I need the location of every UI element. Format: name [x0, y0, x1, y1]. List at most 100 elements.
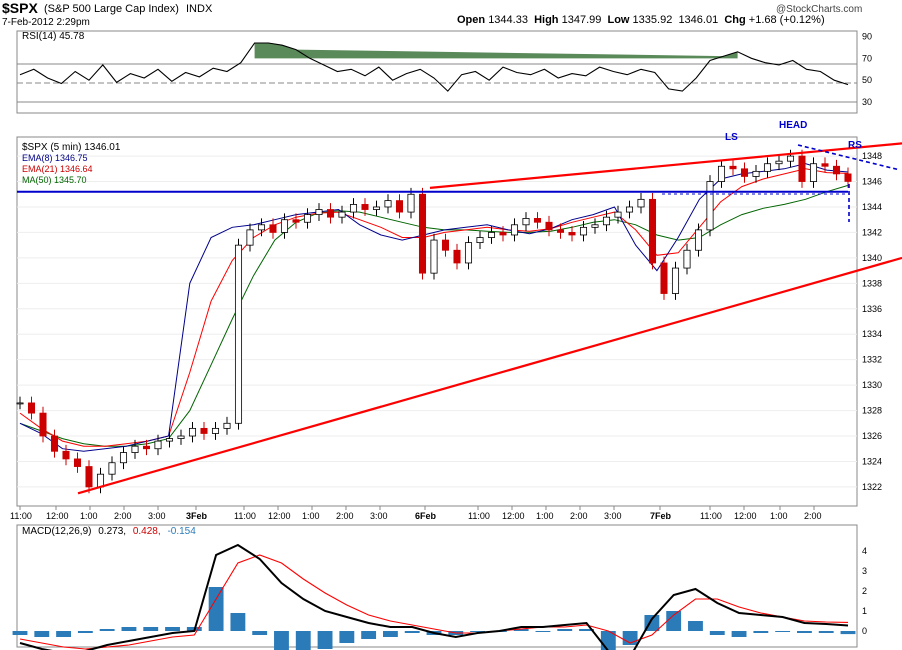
time-tick: 12:00 — [502, 511, 525, 521]
rsi-axis: 30 50 70 90 — [862, 31, 872, 107]
candle-body — [349, 204, 358, 213]
rsi-tick: 50 — [862, 75, 872, 85]
rsi-frame — [16, 30, 858, 114]
macd-hist-bar — [382, 631, 398, 637]
candle-body — [131, 445, 139, 453]
macd-hist-bar — [339, 631, 355, 643]
candle-body — [269, 224, 277, 233]
candle-body — [729, 165, 737, 170]
macd-hist-bar — [796, 631, 812, 633]
candle-body — [96, 473, 105, 488]
candle-body — [395, 200, 404, 213]
candle-body — [188, 427, 197, 437]
macd-axis: 0 1 2 3 4 — [862, 546, 867, 636]
time-tick: 2:00 — [336, 511, 354, 521]
open-label: Open — [457, 14, 486, 26]
macd-histogram — [12, 587, 856, 650]
candle-body — [85, 466, 93, 488]
time-tick: 2:00 — [570, 511, 588, 521]
macd-tick: 1 — [862, 606, 867, 616]
candle-body — [706, 181, 714, 231]
candle-body — [694, 229, 703, 251]
exchange-label: INDX — [186, 3, 213, 15]
candle-body — [648, 198, 657, 264]
annotation-rs: RS — [848, 140, 862, 151]
macd-hist-bar — [709, 631, 725, 635]
macd-hist-bar — [77, 631, 93, 633]
macd-hist-bar — [840, 631, 856, 635]
macd-hist-bar — [34, 631, 50, 637]
price-tick: 1326 — [862, 431, 882, 441]
time-tick: 2:00 — [114, 511, 132, 521]
macd-hist-bar — [56, 631, 72, 637]
rsi-panel: RSI(14) 45.78 30 50 70 90 — [16, 30, 872, 114]
time-axis: 11:00 12:00 1:00 2:00 3:00 3Feb 11:00 12:00 1:00… — [10, 506, 822, 521]
candle-body — [154, 440, 162, 450]
macd-legend-hist: -0.154 — [167, 526, 196, 537]
candle-body — [39, 412, 47, 437]
price-tick: 1346 — [862, 177, 882, 187]
macd-hist-bar — [688, 621, 703, 631]
macd-hist-bar — [775, 631, 791, 632]
candle-body — [660, 262, 668, 294]
candle-body — [211, 427, 220, 434]
macd-hist-bar — [666, 611, 682, 631]
time-tick: 12:00 — [46, 511, 69, 521]
price-tick: 1324 — [862, 456, 882, 466]
candle-body — [407, 193, 415, 213]
open-value: 1344.33 — [488, 14, 528, 26]
macd-hist-bar — [317, 631, 333, 649]
candle-body — [223, 422, 231, 429]
ma50-legend: MA(50) 1345.70 — [22, 175, 87, 185]
candle-body — [50, 435, 59, 452]
candle-body — [763, 163, 772, 172]
rsi-line — [19, 42, 849, 92]
candle-body — [372, 206, 381, 210]
candle-body — [844, 173, 852, 182]
macd-hist-bar — [165, 627, 180, 631]
time-tick: 12:00 — [268, 511, 291, 521]
candle-body — [510, 224, 519, 236]
time-tick: 7Feb — [650, 511, 672, 521]
ema21-legend: EMA(21) 1346.64 — [22, 164, 93, 174]
macd-hist-bar — [731, 631, 747, 637]
candle-body — [119, 452, 128, 464]
candle-body — [602, 216, 611, 226]
time-tick: 2:00 — [804, 511, 822, 521]
time-tick: 6Feb — [415, 511, 437, 521]
candle-body — [499, 232, 507, 236]
macd-hist-bar — [404, 631, 420, 633]
macd-hist-bar — [274, 631, 289, 650]
candle-body — [234, 244, 243, 424]
candle-body — [464, 242, 473, 264]
macd-legend-macd: 0.273, — [98, 526, 126, 537]
time-tick: 3:00 — [370, 511, 388, 521]
macd-hist-bar — [753, 631, 769, 633]
candle-body — [418, 193, 427, 274]
macd-hist-bar — [535, 631, 551, 632]
candles — [16, 149, 852, 494]
candle-body — [556, 229, 565, 233]
price-axis: 1322 1324 1326 1328 1330 1332 1334 1336 1338 1340… — [862, 151, 882, 492]
candle-body — [533, 218, 542, 223]
chg-label: Chg — [724, 14, 746, 26]
candle-body — [338, 211, 346, 218]
price-tick: 1328 — [862, 406, 882, 416]
candle-body — [441, 239, 450, 251]
candle-body — [200, 427, 208, 434]
macd-tick: 0 — [862, 626, 867, 636]
annotation-head: HEAD — [779, 120, 807, 131]
candle-body — [315, 209, 323, 216]
macd-tick: 3 — [862, 566, 867, 576]
candle-body — [717, 165, 726, 182]
high-label: High — [534, 14, 559, 26]
macd-hist-bar — [470, 631, 486, 632]
price-tick: 1334 — [862, 329, 882, 339]
candle-body — [142, 445, 151, 450]
price-panel: 1322 1324 1326 1328 1330 1332 1334 1336 1338 1340… — [10, 120, 902, 521]
head-slope-line — [797, 144, 901, 171]
macd-hist-bar — [513, 629, 529, 631]
macd-hist-bar — [208, 587, 224, 631]
macd-frame — [16, 524, 858, 648]
